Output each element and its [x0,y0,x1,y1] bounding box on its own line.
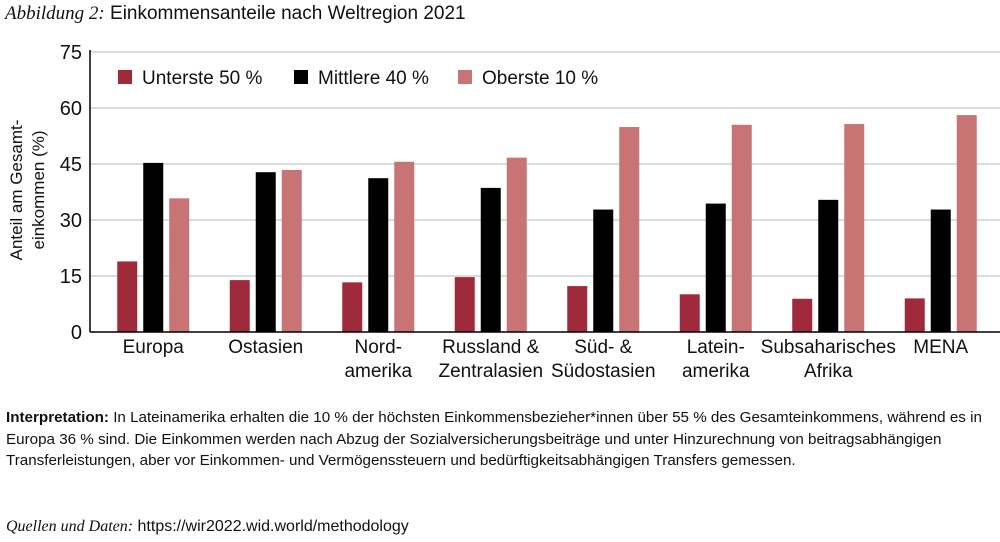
bar [368,178,389,332]
x-tick-label: Afrika [804,361,853,382]
y-tick-label: 60 [60,98,82,120]
bar [454,277,475,332]
y-tick-label: 75 [60,42,82,64]
legend-swatch [294,70,308,84]
legend-swatch [118,70,132,84]
bar [255,172,276,332]
sources-label: Quellen und Daten: [6,518,134,535]
bar [143,162,164,332]
y-tick-label: 30 [60,210,82,232]
bar [229,280,250,332]
bar [593,209,614,332]
x-tick-label: Nord- [354,337,402,358]
bar [567,286,588,332]
bar [705,203,726,332]
y-tick-label: 0 [71,322,82,344]
legend-swatch [458,70,472,84]
y-axis-label-line: Anteil am Gesamt- [7,120,26,261]
interpretation-label: Interpretation: [6,409,109,426]
x-tick-label: Süd- & [574,337,632,358]
x-tick-label: amerika [344,361,412,382]
x-tick-label: MENA [913,337,968,358]
x-tick-label: amerika [682,361,750,382]
legend-label: Oberste 10 % [482,68,598,89]
bar [792,298,813,332]
figure-title: Abbildung 2: Einkommensanteile nach Welt… [5,3,466,25]
bar [281,169,302,332]
y-axis-label: Anteil am Gesamt-einkommen (%) [7,120,48,261]
bar [342,282,363,332]
bar [956,115,977,333]
x-tick-label: Ostasien [228,337,303,358]
bar [731,124,752,332]
interpretation-text: In Lateinamerika erhalten die 10 % der h… [6,409,982,469]
bar [818,199,839,332]
x-tick-label: Südostasien [551,361,656,382]
bar [930,209,951,332]
x-tick-label: Subsaharisches [761,337,896,358]
figure-title-text: Einkommensanteile nach Weltregion 2021 [110,3,466,24]
legend-label: Mittlere 40 % [318,68,429,89]
figure-label: Abbildung 2: [5,3,105,24]
bar [679,294,700,332]
x-tick-label: Zentralasien [438,361,543,382]
y-tick-label: 15 [60,266,82,288]
bar [480,187,501,332]
x-tick-label: Russland & [442,337,539,358]
y-tick-label: 45 [60,154,82,176]
legend: Unterste 50 % Mittlere 40 % Oberste 10 % [118,68,598,89]
bar [394,161,415,332]
interpretation-note: Interpretation: In Lateinamerika erhalte… [6,407,996,472]
sources-note: Quellen und Daten: https://wir2022.wid.w… [6,518,409,536]
axis-labels: 0 15 30 45 60 75 Europa Ostasien Nord-amerika Rus… [7,42,969,382]
bar [844,124,865,332]
bars [117,115,977,333]
x-tick-label: Europa [123,337,185,358]
axes [89,50,1000,333]
bar [619,127,640,332]
bar [506,157,527,332]
legend-label: Unterste 50 % [142,68,262,89]
chart: Unterste 50 % Mittlere 40 % Oberste 10 % 0… [7,42,1000,382]
bar [904,298,925,332]
x-tick-label: Latein- [687,337,745,358]
bar [117,261,138,332]
bar [169,198,190,332]
sources-url: https://wir2022.wid.world/methodology [137,518,409,535]
y-axis-label-line: einkommen (%) [29,130,48,249]
